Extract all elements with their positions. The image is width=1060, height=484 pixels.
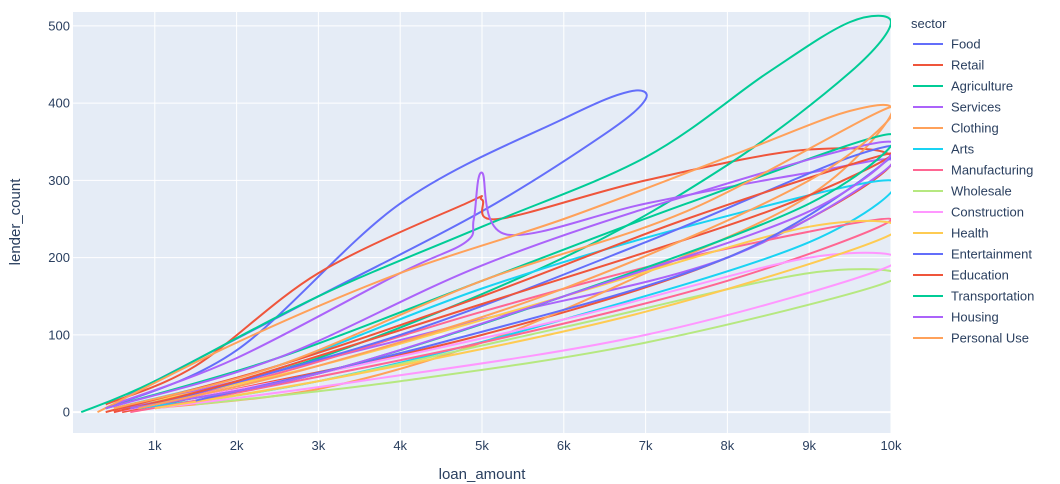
- legend-item-education[interactable]: Education: [913, 268, 1009, 283]
- series-line-personal-use: [113, 105, 891, 410]
- legend-label: Agriculture: [951, 79, 1013, 94]
- x-tick-label: 2k: [230, 438, 244, 453]
- legend-item-wholesale[interactable]: Wholesale: [913, 184, 1012, 199]
- legend-label: Retail: [951, 58, 984, 73]
- legend-label: Services: [951, 100, 1001, 115]
- legend-title: sector: [911, 16, 947, 31]
- y-tick-label: 200: [48, 250, 70, 265]
- series-line-manufacturing: [113, 217, 891, 414]
- x-tick-label: 10k: [881, 438, 902, 453]
- x-tick-label: 4k: [393, 438, 407, 453]
- legend: Food Retail Agriculture Services Clothing Art…: [913, 37, 1034, 346]
- legend-label: Wholesale: [951, 184, 1012, 199]
- series-line-construction: [113, 251, 891, 414]
- y-axis-ticks: 0 100 200 300 400 500: [48, 18, 70, 419]
- legend-label: Entertainment: [951, 247, 1032, 262]
- x-tick-label: 3k: [312, 438, 326, 453]
- traces: [80, 14, 891, 414]
- legend-label: Arts: [951, 142, 975, 157]
- legend-item-entertainment[interactable]: Entertainment: [913, 247, 1032, 262]
- legend-label: Construction: [951, 205, 1024, 220]
- legend-item-arts[interactable]: Arts: [913, 142, 975, 157]
- series-line-entertainment: [154, 144, 891, 406]
- legend-label: Transportation: [951, 289, 1034, 304]
- legend-item-clothing[interactable]: Clothing: [913, 121, 999, 136]
- x-axis-title: loan_amount: [439, 466, 527, 483]
- x-tick-label: 7k: [639, 438, 653, 453]
- legend-label: Manufacturing: [951, 163, 1033, 178]
- legend-label: Food: [951, 37, 981, 52]
- y-tick-label: 300: [48, 173, 70, 188]
- x-tick-label: 5k: [475, 438, 489, 453]
- legend-item-construction[interactable]: Construction: [913, 205, 1024, 220]
- y-tick-label: 0: [63, 405, 70, 420]
- y-tick-label: 100: [48, 327, 70, 342]
- legend-item-transportation[interactable]: Transportation: [913, 289, 1034, 304]
- y-tick-label: 400: [48, 96, 70, 111]
- series-line-arts: [113, 179, 891, 410]
- legend-item-retail[interactable]: Retail: [913, 58, 984, 73]
- series-line-retail: [105, 147, 891, 414]
- x-axis-ticks: 1k 2k 3k 4k 5k 6k 7k 8k 9k 10k: [148, 438, 902, 453]
- series-line-agriculture: [80, 14, 891, 414]
- y-tick-label: 500: [48, 18, 70, 33]
- x-tick-label: 9k: [802, 438, 816, 453]
- legend-item-manufacturing[interactable]: Manufacturing: [913, 163, 1033, 178]
- legend-item-housing[interactable]: Housing: [913, 310, 999, 325]
- legend-item-health[interactable]: Health: [913, 226, 989, 241]
- x-tick-label: 8k: [721, 438, 735, 453]
- legend-item-personal-use[interactable]: Personal Use: [913, 331, 1029, 346]
- legend-item-agriculture[interactable]: Agriculture: [913, 79, 1013, 94]
- x-tick-label: 6k: [557, 438, 571, 453]
- legend-label: Education: [951, 268, 1009, 283]
- legend-item-food[interactable]: Food: [913, 37, 981, 52]
- x-tick-label: 1k: [148, 438, 162, 453]
- legend-label: Personal Use: [951, 331, 1029, 346]
- legend-label: Health: [951, 226, 989, 241]
- y-axis-title: lender_count: [7, 178, 24, 266]
- legend-label: Housing: [951, 310, 999, 325]
- legend-item-services[interactable]: Services: [913, 100, 1001, 115]
- legend-label: Clothing: [951, 121, 999, 136]
- series-line-education: [105, 152, 891, 414]
- series-line-housing: [105, 140, 891, 410]
